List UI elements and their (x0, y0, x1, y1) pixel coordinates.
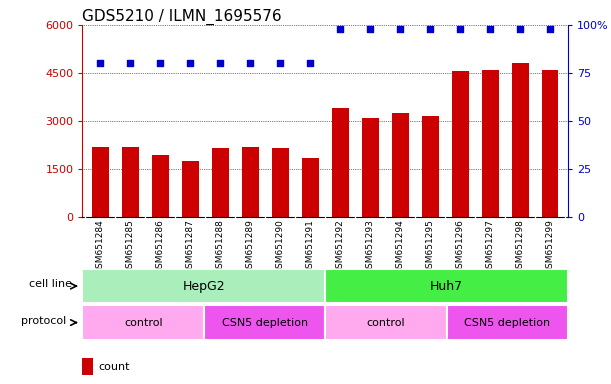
Text: GSM651287: GSM651287 (186, 220, 195, 274)
Bar (82, 269, 326, 303)
Text: GSM651299: GSM651299 (546, 220, 555, 274)
Text: count: count (98, 361, 130, 372)
Point (276, 60, 285, 66)
Text: GSM651294: GSM651294 (396, 220, 405, 274)
Point (186, 60, 196, 66)
Bar (482, 70, 499, 217)
Point (485, 26, 495, 32)
Bar (302, 158, 318, 217)
Text: GSM651285: GSM651285 (126, 220, 135, 274)
Bar (326, 305, 447, 340)
Text: GSM651284: GSM651284 (96, 220, 105, 274)
Point (335, 26, 345, 32)
Text: GSM651291: GSM651291 (306, 220, 315, 274)
Text: GSM651292: GSM651292 (336, 220, 345, 274)
Point (126, 60, 136, 66)
Bar (326, 269, 568, 303)
Point (95, 60, 105, 66)
Point (395, 26, 405, 32)
Bar (542, 70, 558, 217)
Bar (447, 305, 568, 340)
Bar (82, 358, 93, 375)
Text: GSM651286: GSM651286 (156, 220, 165, 274)
Point (216, 60, 225, 66)
Text: CSN5 depletion: CSN5 depletion (464, 318, 551, 328)
Point (425, 26, 435, 32)
Bar (82, 305, 204, 340)
Text: control: control (367, 318, 405, 328)
Bar (272, 148, 288, 217)
Text: Huh7: Huh7 (430, 280, 463, 293)
Text: GDS5210 / ILMN_1695576: GDS5210 / ILMN_1695576 (82, 9, 282, 25)
Bar (512, 63, 529, 217)
Text: GSM651288: GSM651288 (216, 220, 225, 274)
Bar (204, 305, 325, 340)
Bar (392, 113, 409, 217)
Text: protocol: protocol (21, 316, 66, 326)
Point (455, 26, 465, 32)
Point (546, 26, 555, 32)
Text: cell line: cell line (29, 279, 72, 290)
Text: control: control (124, 318, 163, 328)
Bar (92, 147, 109, 217)
Point (515, 26, 525, 32)
Bar (242, 147, 258, 217)
Text: GSM651298: GSM651298 (516, 220, 525, 274)
Point (306, 60, 315, 66)
Point (365, 26, 375, 32)
Text: GSM651289: GSM651289 (246, 220, 255, 274)
Text: GSM651290: GSM651290 (276, 220, 285, 274)
Text: CSN5 depletion: CSN5 depletion (222, 318, 308, 328)
Bar (212, 148, 229, 217)
Text: GSM651297: GSM651297 (486, 220, 495, 274)
Text: HepG2: HepG2 (183, 280, 225, 293)
Bar (152, 155, 169, 217)
Point (246, 60, 255, 66)
Bar (452, 71, 469, 217)
Bar (362, 118, 379, 217)
Point (156, 60, 166, 66)
Text: GSM651296: GSM651296 (456, 220, 465, 274)
Bar (122, 147, 139, 217)
Bar (422, 116, 439, 217)
Bar (182, 161, 199, 217)
Bar (332, 108, 349, 217)
Text: GSM651295: GSM651295 (426, 220, 435, 274)
Text: GSM651293: GSM651293 (366, 220, 375, 274)
